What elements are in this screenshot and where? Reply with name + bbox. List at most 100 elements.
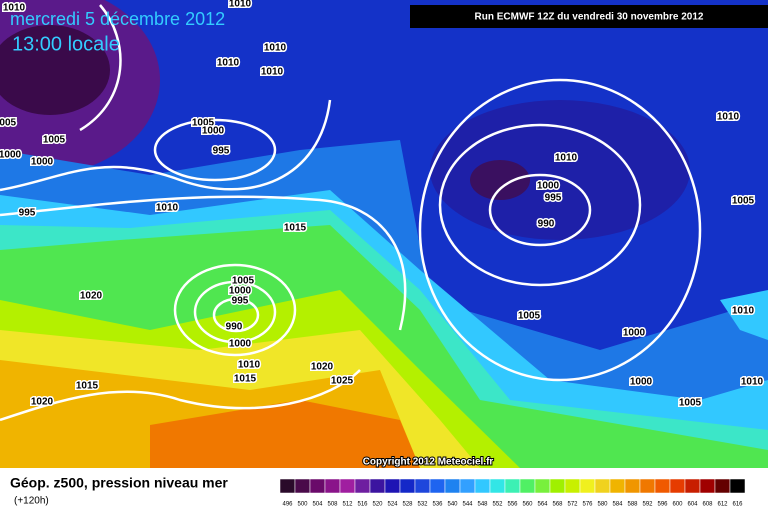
legend-swatch xyxy=(564,478,581,494)
isobar-label: 1010 xyxy=(238,360,261,371)
legend-swatch xyxy=(429,478,446,494)
legend-label: 608 xyxy=(702,502,713,508)
isobar-label: 1005 xyxy=(232,276,255,287)
forecast-date: mercredi 5 décembre 2012 xyxy=(10,9,225,29)
isobar-label: 1015 xyxy=(284,223,307,234)
footer-title: Géop. z500, pression niveau mer xyxy=(10,475,228,491)
isobar-label: 1000 xyxy=(202,126,225,137)
isobar-label: 1005 xyxy=(679,398,702,409)
legend-swatch xyxy=(279,478,296,494)
legend-label: 572 xyxy=(567,502,578,508)
isobar-label: 1010 xyxy=(3,3,26,14)
isobar-label: 1000 xyxy=(31,157,54,168)
run-info: Run ECMWF 12Z du vendredi 30 novembre 20… xyxy=(475,12,704,23)
isobar-label: 990 xyxy=(538,219,555,230)
legend-label: 560 xyxy=(522,502,533,508)
legend-label: 612 xyxy=(717,502,728,508)
isobar-label: 1000 xyxy=(630,377,653,388)
legend-swatch xyxy=(699,478,716,494)
isobar-label: 990 xyxy=(226,322,243,333)
isobar-label: 1010 xyxy=(555,153,578,164)
isobar-label: 1015 xyxy=(76,381,99,392)
legend-swatch xyxy=(369,478,386,494)
legend-label: 604 xyxy=(687,502,698,508)
isobar-label: 1005 xyxy=(518,311,541,322)
isobar-label: 1000 xyxy=(623,328,646,339)
legend-label: 504 xyxy=(312,502,323,508)
legend-label: 500 xyxy=(297,502,308,508)
legend-swatch xyxy=(294,478,311,494)
legend-swatch xyxy=(339,478,356,494)
legend-label: 576 xyxy=(582,502,593,508)
legend-label: 600 xyxy=(672,502,683,508)
legend-label: 496 xyxy=(282,502,293,508)
legend-label: 568 xyxy=(552,502,563,508)
isobar-label: 1010 xyxy=(732,306,755,317)
isobar-label: 1020 xyxy=(311,362,334,373)
legend-label: 616 xyxy=(732,502,743,508)
legend-label: 516 xyxy=(357,502,368,508)
legend-swatch xyxy=(384,478,401,494)
legend-label: 536 xyxy=(432,502,443,508)
legend-label: 580 xyxy=(597,502,608,508)
legend-label: 596 xyxy=(657,502,668,508)
isobar-label: 1005 xyxy=(732,196,755,207)
legend-swatch xyxy=(624,478,641,494)
legend-swatch xyxy=(729,478,746,494)
footer-lead: (+120h) xyxy=(14,496,49,507)
legend-label: 520 xyxy=(372,502,383,508)
legend-label: 544 xyxy=(462,502,473,508)
legend-label: 584 xyxy=(612,502,623,508)
legend-swatch xyxy=(504,478,521,494)
legend-label: 512 xyxy=(342,502,353,508)
legend-swatch xyxy=(414,478,431,494)
isobar-label: 1010 xyxy=(229,0,252,10)
isobar-label: 1010 xyxy=(717,112,740,123)
legend-swatch xyxy=(639,478,656,494)
legend-swatch xyxy=(444,478,461,494)
isobar-label: 1025 xyxy=(331,376,354,387)
legend-swatch xyxy=(309,478,326,494)
forecast-time: 13:00 locale xyxy=(12,33,120,55)
legend-swatch xyxy=(609,478,626,494)
legend-swatch xyxy=(669,478,686,494)
legend-swatch xyxy=(594,478,611,494)
legend-swatch xyxy=(459,478,476,494)
legend-label: 552 xyxy=(492,502,503,508)
legend-swatch xyxy=(474,478,491,494)
legend-swatch xyxy=(354,478,371,494)
legend-swatch xyxy=(324,478,341,494)
legend: 496 500 504 508 512 516 520 524 528 532 536 540 544 5… xyxy=(279,478,746,508)
legend-swatch xyxy=(579,478,596,494)
isobar-label: 1010 xyxy=(741,377,764,388)
legend-label: 564 xyxy=(537,502,548,508)
legend-label: 548 xyxy=(477,502,488,508)
legend-swatch xyxy=(654,478,671,494)
copyright: Copyright 2012 Meteociel.fr xyxy=(363,457,494,468)
legend-swatch xyxy=(399,478,416,494)
legend-label: 592 xyxy=(642,502,653,508)
isobar-label: 995 xyxy=(19,208,36,219)
isobar-label: 1010 xyxy=(217,58,240,69)
isobar-label: 1020 xyxy=(80,291,103,302)
legend-label: 528 xyxy=(402,502,413,508)
isobar-label: 1010 xyxy=(264,43,287,54)
isobar-label: 1000 xyxy=(229,339,252,350)
isobar-label: 1015 xyxy=(234,374,257,385)
isobar-lines xyxy=(0,4,702,422)
legend-label: 540 xyxy=(447,502,458,508)
legend-swatch xyxy=(489,478,506,494)
legend-label: 532 xyxy=(417,502,428,508)
legend-swatch xyxy=(684,478,701,494)
legend-label: 588 xyxy=(627,502,638,508)
isobar-label: 1005 xyxy=(0,118,17,129)
isobar-label: 1010 xyxy=(156,203,179,214)
map-field xyxy=(0,0,768,468)
isobar-label: 1020 xyxy=(31,397,54,408)
legend-swatch xyxy=(549,478,566,494)
isobar-label: 1000 xyxy=(229,286,252,297)
legend-swatch xyxy=(519,478,536,494)
isobar-label: 1000 xyxy=(0,150,22,161)
legend-label: 556 xyxy=(507,502,518,508)
